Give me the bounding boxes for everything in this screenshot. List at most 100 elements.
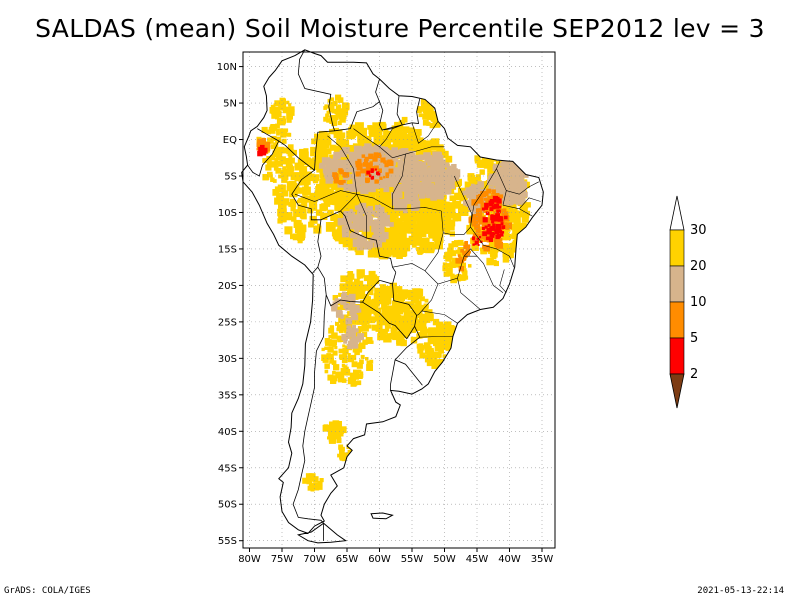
shading-cell xyxy=(356,285,363,292)
shading-cell xyxy=(385,316,394,325)
shading-cell xyxy=(413,217,418,222)
shading-cell xyxy=(328,334,332,339)
shading-cell xyxy=(351,361,358,368)
shading-cell xyxy=(411,318,416,323)
shading-cell xyxy=(341,333,348,341)
shading-cell xyxy=(341,357,348,364)
shading-cell xyxy=(481,156,486,161)
shading-cell xyxy=(494,229,500,235)
shading-cell xyxy=(384,128,389,134)
shading-cell xyxy=(483,244,490,252)
shading-cell xyxy=(519,204,528,213)
shading-cell xyxy=(512,197,519,205)
shading-cell xyxy=(387,198,391,203)
shading-cell xyxy=(371,130,378,137)
shading-cell xyxy=(336,151,341,157)
plot-frame xyxy=(242,51,556,549)
shading-cell xyxy=(331,433,338,440)
shading-cell xyxy=(399,159,404,164)
shading-cell xyxy=(352,164,359,172)
shading-cell xyxy=(349,209,354,213)
shading-cell xyxy=(420,296,425,302)
shading-cell xyxy=(290,201,297,208)
shading-cell xyxy=(270,177,275,182)
shading-cell xyxy=(400,296,405,302)
shading-cell xyxy=(357,127,367,138)
shading-cell xyxy=(406,321,412,327)
shading-cell xyxy=(428,225,437,234)
lat-tick-label: 5N xyxy=(223,99,237,110)
shading-cell xyxy=(501,225,506,230)
shading-cell xyxy=(369,237,375,243)
shading-cell xyxy=(382,298,389,306)
shading-cell xyxy=(476,159,485,168)
shading-cell xyxy=(376,171,380,175)
shading-cell xyxy=(374,313,383,321)
shading-cell xyxy=(376,190,386,200)
footer-credit: GrADS: COLA/IGES xyxy=(4,586,91,596)
shading-cell xyxy=(342,291,346,296)
shading-cell xyxy=(313,485,320,491)
shading-cell xyxy=(371,210,376,215)
shading-cell xyxy=(484,225,488,229)
shading-cell xyxy=(417,321,421,325)
shading-cell xyxy=(358,304,367,312)
shading-cell xyxy=(388,160,394,166)
shading-cell xyxy=(491,205,496,210)
shading-cell xyxy=(490,214,496,221)
shading-cell xyxy=(266,156,272,162)
shading-cell xyxy=(351,332,356,337)
shading-cell xyxy=(358,135,366,143)
shading-cell xyxy=(398,209,406,216)
shading-cell xyxy=(331,183,339,191)
shading-cell xyxy=(330,97,335,102)
shading-cell xyxy=(310,487,315,492)
shading-cell xyxy=(347,271,354,277)
shading-cell xyxy=(369,249,374,254)
shading-cell xyxy=(390,333,394,337)
shading-cell xyxy=(384,163,389,168)
shading-cell xyxy=(349,299,356,305)
shading-cell xyxy=(421,103,425,107)
shading-cell xyxy=(399,235,407,243)
shading-cell xyxy=(465,201,472,207)
shading-cell xyxy=(257,138,262,144)
shading-cell xyxy=(337,309,341,314)
shading-cell xyxy=(260,150,266,156)
shading-cell xyxy=(356,380,362,386)
shading-cell xyxy=(324,369,329,374)
shading-cell xyxy=(398,199,405,206)
lon-tick-label: 45W xyxy=(466,554,489,565)
shading-cell xyxy=(293,209,301,218)
shading-cell xyxy=(500,233,504,237)
shading-cell xyxy=(339,162,346,170)
shading-cell xyxy=(304,184,309,189)
shading-cell xyxy=(492,198,497,203)
shading-cell xyxy=(414,145,420,151)
shading-cell xyxy=(394,307,400,314)
shading-cell xyxy=(448,175,454,181)
shading-cell xyxy=(295,227,301,234)
shading-cell xyxy=(422,113,428,120)
shading-cell xyxy=(285,161,293,168)
shading-cell xyxy=(281,176,288,183)
shading-cell xyxy=(420,330,428,338)
shading-cell xyxy=(343,140,348,145)
shading-cell xyxy=(390,157,396,164)
shading-cell xyxy=(327,346,334,353)
shading-cell xyxy=(446,207,456,216)
shading-cell xyxy=(329,120,333,124)
shading-cell xyxy=(291,216,297,222)
shading-cell xyxy=(348,344,352,348)
shading-cell xyxy=(481,207,485,211)
shading-cell xyxy=(414,134,421,141)
shading-cell xyxy=(364,307,372,316)
shading-cell xyxy=(412,336,416,341)
shading-cell xyxy=(288,103,292,107)
shading-cell xyxy=(421,186,428,192)
shading-cell xyxy=(423,200,429,207)
shading-cell xyxy=(365,337,373,344)
shading-cell xyxy=(312,157,322,167)
legend-label: 30 xyxy=(690,223,707,238)
shading-cell xyxy=(360,354,365,359)
